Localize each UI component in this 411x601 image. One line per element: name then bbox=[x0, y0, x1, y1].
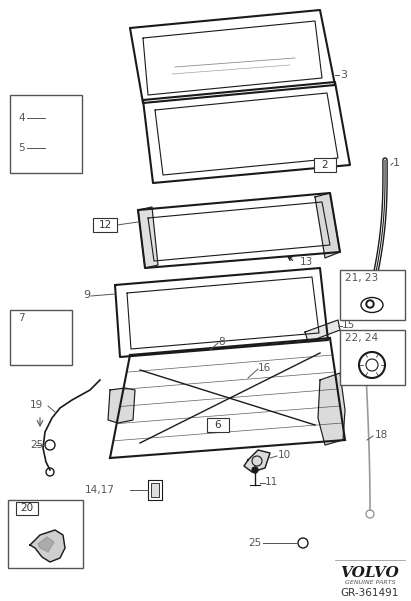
Text: 8: 8 bbox=[218, 337, 225, 347]
Bar bbox=[16, 501, 38, 514]
Polygon shape bbox=[244, 450, 270, 472]
Bar bbox=[93, 218, 117, 232]
Bar bbox=[207, 418, 229, 432]
Bar bbox=[314, 158, 336, 172]
Text: 15: 15 bbox=[342, 320, 355, 330]
Bar bbox=[151, 483, 159, 497]
Text: 7: 7 bbox=[18, 313, 25, 323]
Bar bbox=[340, 270, 405, 320]
Text: 1: 1 bbox=[393, 158, 400, 168]
Text: 9: 9 bbox=[83, 290, 90, 300]
Text: 13: 13 bbox=[300, 257, 313, 267]
Circle shape bbox=[252, 467, 258, 473]
Circle shape bbox=[368, 302, 372, 306]
Polygon shape bbox=[305, 320, 340, 342]
Text: 22, 24: 22, 24 bbox=[345, 333, 378, 343]
Text: 21, 23: 21, 23 bbox=[345, 273, 378, 283]
Text: 25: 25 bbox=[30, 440, 43, 450]
Bar bbox=[148, 480, 162, 500]
Text: 10: 10 bbox=[278, 450, 291, 460]
Polygon shape bbox=[108, 388, 135, 423]
Bar bbox=[8, 500, 83, 568]
Polygon shape bbox=[38, 537, 54, 552]
Circle shape bbox=[41, 106, 49, 114]
Bar bbox=[40, 320, 56, 332]
Polygon shape bbox=[138, 207, 158, 268]
Text: VOLVO: VOLVO bbox=[341, 566, 399, 580]
Text: 4: 4 bbox=[18, 113, 25, 123]
Bar bbox=[10, 310, 72, 365]
Text: 25: 25 bbox=[248, 538, 261, 548]
Circle shape bbox=[366, 300, 374, 308]
Text: 6: 6 bbox=[215, 420, 221, 430]
Polygon shape bbox=[318, 373, 345, 445]
Text: 11: 11 bbox=[265, 477, 278, 487]
Text: 3: 3 bbox=[340, 70, 347, 80]
Bar bbox=[10, 95, 82, 173]
Bar bbox=[340, 330, 405, 385]
Text: 5: 5 bbox=[18, 143, 25, 153]
Polygon shape bbox=[315, 193, 340, 258]
Text: 20: 20 bbox=[21, 503, 34, 513]
Polygon shape bbox=[30, 530, 65, 562]
Text: GR-361491: GR-361491 bbox=[341, 588, 399, 598]
Text: 14,17: 14,17 bbox=[85, 485, 115, 495]
Text: 2: 2 bbox=[322, 160, 328, 170]
Text: 19: 19 bbox=[30, 400, 43, 410]
Text: GENUINE PARTS: GENUINE PARTS bbox=[345, 581, 395, 585]
Text: 16: 16 bbox=[258, 363, 271, 373]
Text: 18: 18 bbox=[375, 430, 388, 440]
Text: 12: 12 bbox=[98, 220, 112, 230]
